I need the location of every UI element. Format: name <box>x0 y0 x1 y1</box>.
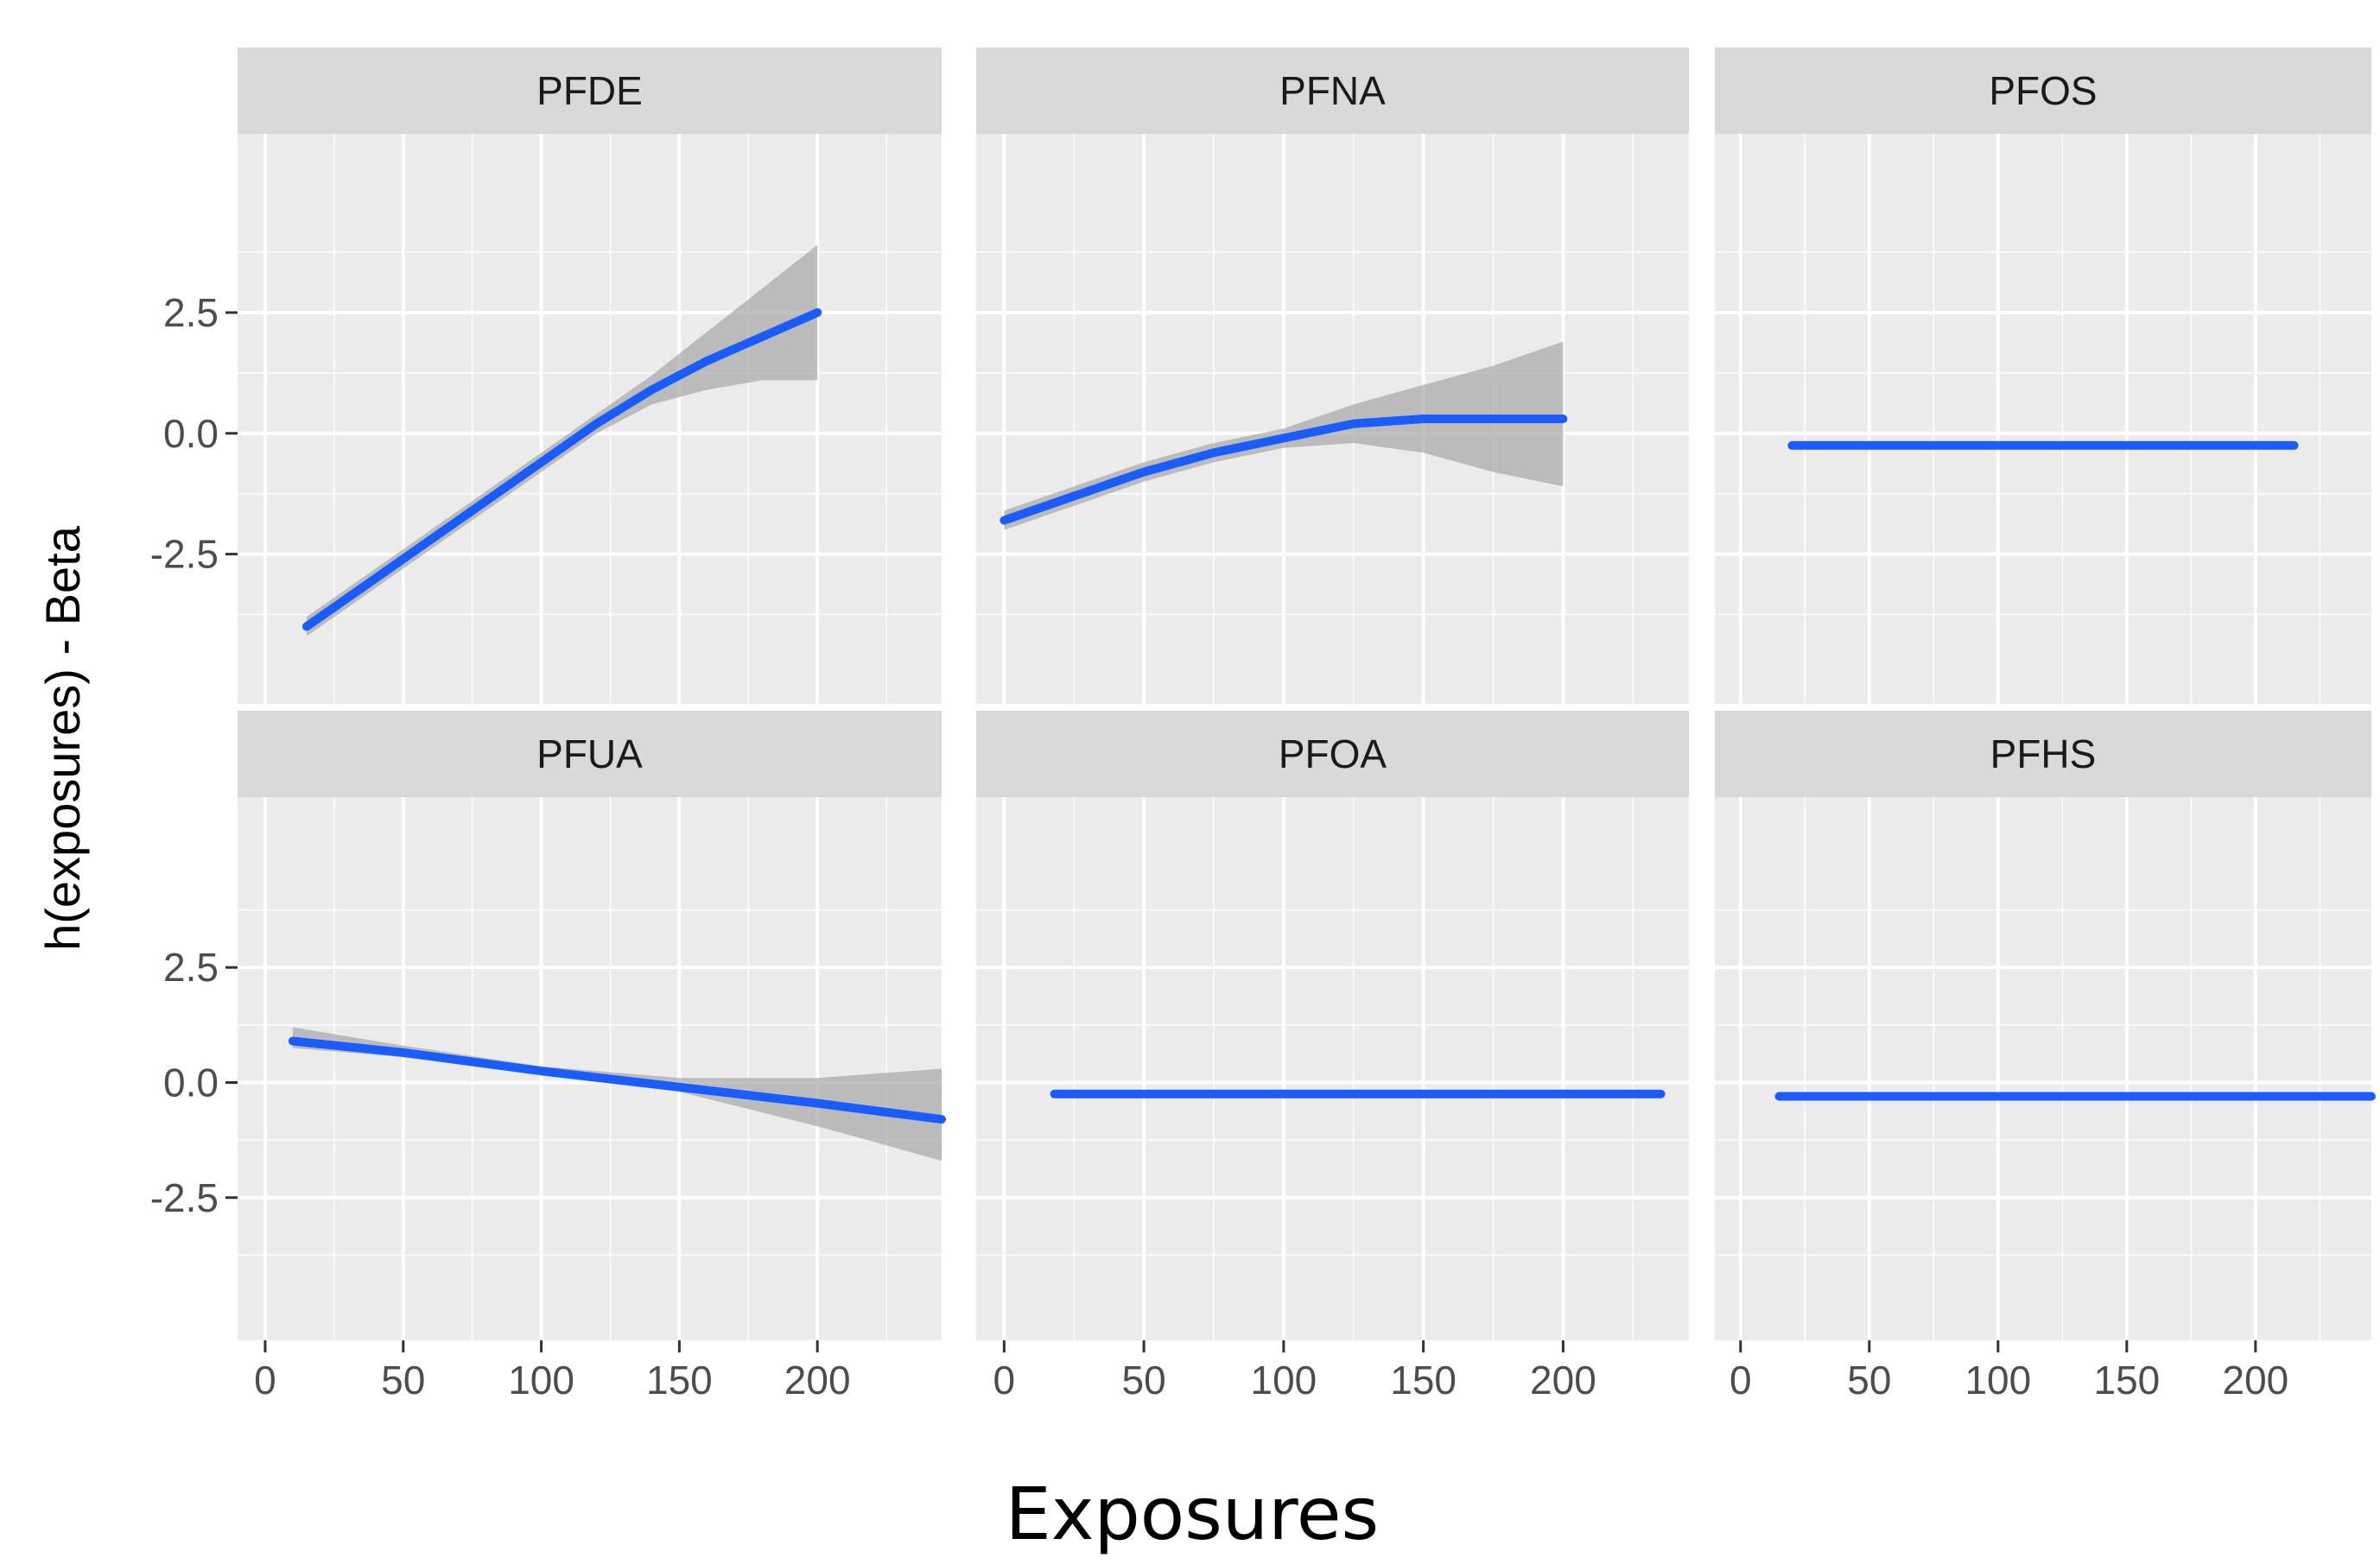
x-tick-label: 150 <box>646 1358 713 1403</box>
y-tick-label: -2.5 <box>150 1175 219 1220</box>
x-tick-label: 200 <box>1530 1358 1596 1403</box>
y-axis-title: h(exposures) - Beta <box>35 525 90 951</box>
y-tick-label: 0.0 <box>163 411 219 456</box>
y-tick-label: 2.5 <box>163 290 219 335</box>
facet-strip-label: PFOS <box>1989 68 2097 113</box>
x-tick-label: 0 <box>254 1358 276 1403</box>
facet-strip <box>1715 47 2371 134</box>
facet-strip <box>976 47 1689 134</box>
fit-line <box>1000 415 1568 525</box>
facet-panel-pfoa: PFOA 0 50 100 150 200 <box>976 711 1689 1403</box>
facet-strip-label: PFOA <box>1279 731 1387 776</box>
facet-panel-pfna: PFNA <box>976 47 1689 704</box>
facet-strip <box>1715 711 2371 797</box>
facet-strip-label: PFHS <box>1990 731 2097 776</box>
facet-panel-pfua: PFUA 0 50 100 150 200 -2.5 0.0 2.5 <box>150 711 946 1403</box>
x-tick-label: 0 <box>993 1358 1016 1403</box>
x-tick-label: 50 <box>381 1358 425 1403</box>
x-tick-label: 100 <box>1964 1358 2031 1403</box>
y-tick-label: 0.0 <box>163 1060 219 1105</box>
x-axis-title: Exposures <box>1006 1472 1380 1556</box>
x-tick-label: 50 <box>1122 1358 1166 1403</box>
x-tick-label: 200 <box>784 1358 851 1403</box>
x-tick-label: 100 <box>508 1358 574 1403</box>
fit-line <box>301 307 822 631</box>
facet-strip-label: PFDE <box>536 68 643 113</box>
panel-background <box>1715 797 2371 1340</box>
facet-panel-pfos: PFOS <box>1715 47 2371 704</box>
panel-background <box>1715 134 2371 704</box>
panel-background <box>238 134 942 704</box>
x-tick-label: 100 <box>1251 1358 1317 1403</box>
facet-panel-pfhs: PFHS 0 50 100 150 200 <box>1715 711 2376 1403</box>
x-tick-label: 200 <box>2223 1358 2289 1403</box>
facet-strip <box>238 711 942 797</box>
facet-strip <box>238 47 942 134</box>
panel-background <box>238 797 942 1340</box>
fit-line <box>288 1036 946 1124</box>
facet-strip <box>976 711 1689 797</box>
x-tick-label: 150 <box>2093 1358 2160 1403</box>
x-tick-label: 50 <box>1847 1358 1891 1403</box>
facet-panel-pfde: PFDE -2.5 0.0 2.5 <box>150 47 942 704</box>
facet-strip-label: PFUA <box>536 731 643 776</box>
panel-background <box>976 797 1689 1340</box>
x-tick-label: 150 <box>1390 1358 1457 1403</box>
x-tick-label: 0 <box>1729 1358 1752 1403</box>
y-tick-label: -2.5 <box>150 532 219 577</box>
y-tick-label: 2.5 <box>163 945 219 990</box>
facet-strip-label: PFNA <box>1279 68 1386 113</box>
